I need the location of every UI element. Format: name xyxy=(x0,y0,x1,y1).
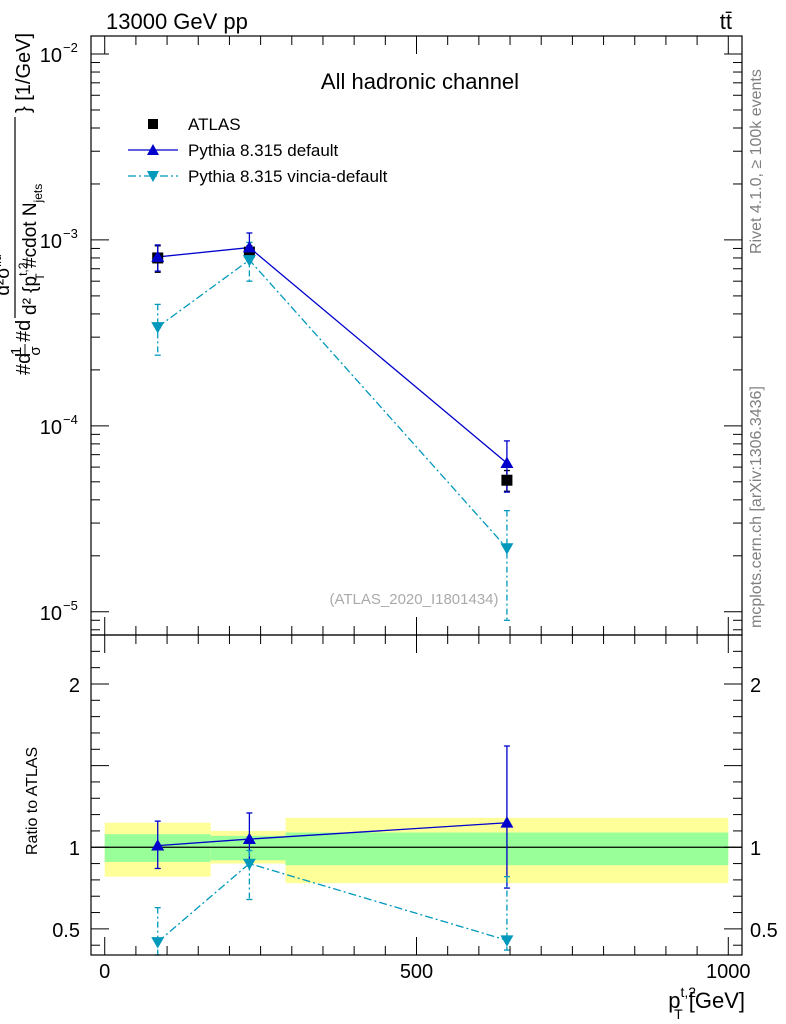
mcplots-label: mcplots.cern.ch [arXiv:1306.3436] xyxy=(748,386,765,628)
svg-text:#d: #d xyxy=(13,320,35,342)
ylabel-part-c: σ xyxy=(27,346,44,356)
ratio-point-0 xyxy=(242,832,256,844)
ratio-y-tick-label: 1 xyxy=(69,838,80,860)
header-process: tt̄ xyxy=(720,9,732,34)
ylabel-numerator: d²σ xyxy=(0,267,14,296)
legend-default-label: Pythia 8.315 default xyxy=(188,141,339,160)
ratio-point-1 xyxy=(500,935,514,947)
legend-atlas-label: ATLAS xyxy=(188,115,241,134)
ratio-panel: 0.5 0.5 1 1 2 2 0 500 1000 Ratio to ATLAS pt,2 T … xyxy=(24,634,778,1022)
ratio-point-0 xyxy=(151,839,165,851)
legend: ATLAS Pythia 8.315 default Pythia 8.315 … xyxy=(128,115,388,186)
svg-text:σ: σ xyxy=(27,346,44,356)
main-title: All hadronic channel xyxy=(321,69,519,94)
main-y-tick-exponent: −2 xyxy=(63,40,78,55)
ylabel-part-a: #d xyxy=(13,353,35,375)
ylabel-den-sup: t,2 xyxy=(16,262,30,276)
x-axis-label: pt,2 T [GeV] xyxy=(668,984,745,1022)
x-tick-label: 1000 xyxy=(706,961,751,983)
legend-item-vincia: Pythia 8.315 vincia-default xyxy=(128,167,388,186)
ratio-point-1 xyxy=(151,937,165,949)
main-point-0 xyxy=(501,474,513,486)
xlabel-p: p xyxy=(668,988,680,1013)
ratio-point-1 xyxy=(242,858,256,871)
ylabel-part-b: 1 xyxy=(8,347,25,355)
ratio-y-tick-label-right: 2 xyxy=(750,675,761,697)
ylabel-den-sub: T xyxy=(33,273,47,281)
ratio-y-tick-label: 0.5 xyxy=(52,920,80,942)
ratio-ylabel: Ratio to ATLAS xyxy=(24,747,41,855)
ylabel-den-1: d² {p xyxy=(20,276,41,315)
main-y-tick-label: 10 xyxy=(40,231,62,253)
ylabel-unit: } [1/GeV] xyxy=(13,33,35,113)
x-tick-label: 0 xyxy=(99,961,110,983)
svg-text:d²σfid: d²σfid xyxy=(0,254,14,295)
svg-text:} [1/GeV]: } [1/GeV] xyxy=(13,33,35,113)
main-point-2 xyxy=(242,255,256,267)
main-point-1 xyxy=(151,250,165,262)
watermark: (ATLAS_2020_I1801434) xyxy=(329,591,498,608)
ylabel-den-2: #cdot N xyxy=(20,202,41,273)
main-y-tick-label: 10 xyxy=(40,603,62,625)
legend-atlas-marker xyxy=(148,119,158,129)
main-point-1 xyxy=(242,241,256,253)
ylabel-part-d: #d xyxy=(13,320,35,342)
legend-default-marker xyxy=(147,144,159,155)
main-point-2 xyxy=(151,322,165,334)
main-point-1 xyxy=(500,456,514,469)
ratio-series-line-1 xyxy=(157,862,508,943)
main-panel: 10−510−410−310−2 All hadronic channel (A… xyxy=(0,33,743,636)
main-point-2 xyxy=(500,543,514,555)
header-energy: 13000 GeV pp xyxy=(106,9,248,34)
main-y-tick-exponent: −3 xyxy=(63,226,78,241)
svg-text:1: 1 xyxy=(8,347,25,355)
main-y-tick-label: 10 xyxy=(40,417,62,439)
svg-text:d² {pt,2T #cdot Njets: d² {pt,2T #cdot Njets xyxy=(16,184,47,315)
legend-vincia-marker xyxy=(147,171,159,182)
xlabel-unit: [GeV] xyxy=(683,988,745,1013)
main-y-tick-label: 10 xyxy=(40,45,62,67)
legend-item-default: Pythia 8.315 default xyxy=(128,141,339,160)
legend-vincia-label: Pythia 8.315 vincia-default xyxy=(188,167,388,186)
xlabel-sup: t,2 xyxy=(681,984,697,1000)
x-tick-label: 500 xyxy=(400,961,433,983)
ratio-y-tick-label-right: 0.5 xyxy=(750,920,778,942)
main-ylabel: #d 1 σ #d d²σfid d² {pt,2T #cdot Njets }… xyxy=(0,33,47,375)
ylabel-den-sub-2: jets xyxy=(31,184,45,204)
rivet-version-label: Rivet 4.1.0, ≥ 100k events xyxy=(748,69,765,254)
legend-item-atlas: ATLAS xyxy=(148,115,241,134)
svg-text:#d: #d xyxy=(13,353,35,375)
main-y-tick-exponent: −4 xyxy=(63,412,78,427)
ratio-y-tick-label-right: 1 xyxy=(750,838,761,860)
main-y-tick-exponent: −5 xyxy=(63,598,78,613)
ratio-y-tick-label: 2 xyxy=(69,675,80,697)
xlabel-sub: T xyxy=(674,1006,683,1022)
ratio-point-0 xyxy=(500,816,514,828)
ylabel-numerator-sup: fid xyxy=(0,254,4,267)
